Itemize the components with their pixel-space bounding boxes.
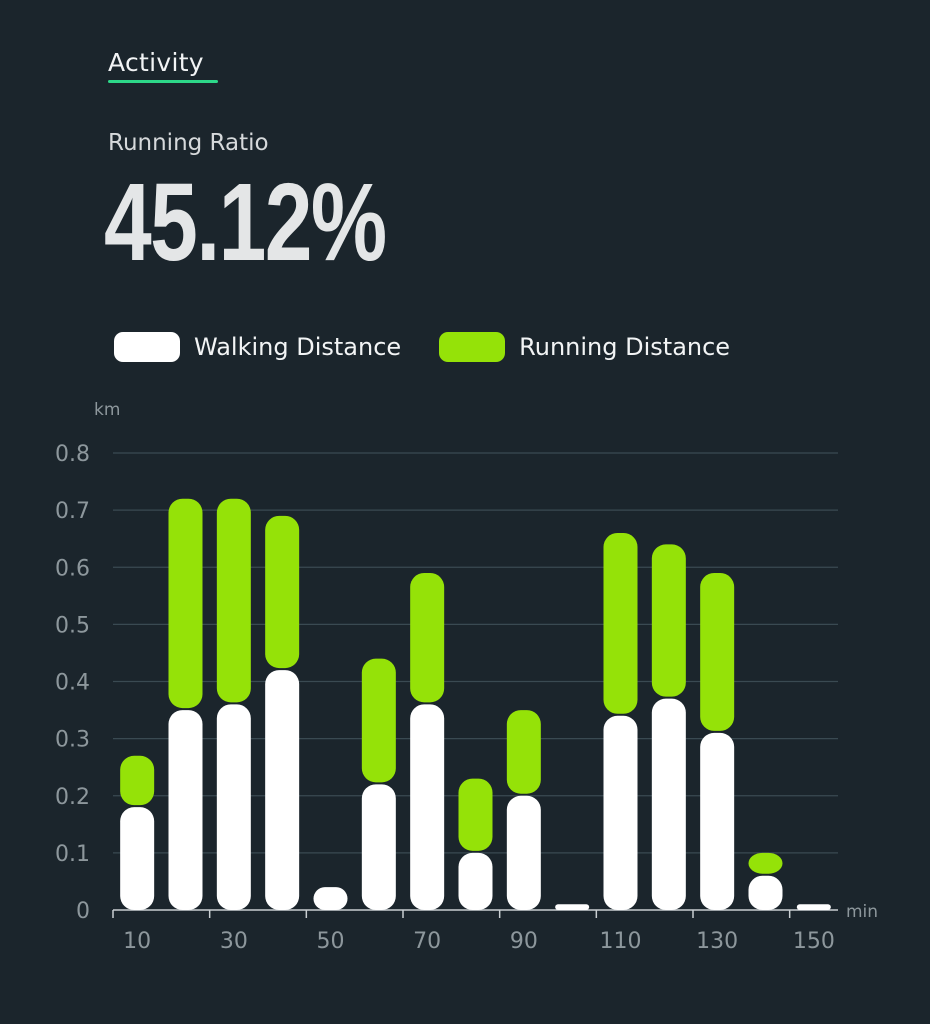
bar-walking[interactable] [410, 704, 445, 910]
y-axis-label: km [94, 400, 120, 420]
bar-running[interactable] [651, 544, 686, 697]
legend-label-running: Running Distance [519, 333, 731, 361]
y-tick-label: 0 [76, 899, 90, 924]
metric-label: Running Ratio [108, 130, 269, 156]
x-tick-label: 130 [696, 929, 738, 954]
y-tick-label: 0.8 [55, 442, 90, 467]
bar-walking[interactable] [796, 904, 831, 910]
x-tick-label: 70 [413, 929, 441, 954]
y-tick-label: 0.5 [55, 613, 90, 638]
bar-running[interactable] [265, 515, 300, 669]
distance-bar-chart: km 0 0.1 0.2 0.3 0.4 0.5 0.6 0.7 0.8 10 30 50 70 90 110… [55, 400, 878, 954]
bar-running[interactable] [120, 755, 155, 806]
y-tick-label: 0.1 [55, 842, 90, 867]
tab-activity[interactable]: Activity [108, 48, 204, 77]
bar-walking[interactable] [748, 875, 783, 910]
bar-running[interactable] [700, 572, 735, 731]
x-axis-label: min [846, 902, 878, 922]
chart-legend: Walking Distance Running Distance [114, 332, 768, 362]
x-tick-label: 90 [510, 929, 538, 954]
bar-walking[interactable] [555, 904, 590, 910]
bar-walking[interactable] [651, 698, 686, 910]
bar-walking[interactable] [120, 807, 155, 910]
bar-walking[interactable] [603, 715, 638, 910]
y-tick-label: 0.4 [55, 671, 90, 696]
y-tick-label: 0.7 [55, 499, 90, 524]
bar-walking[interactable] [700, 732, 735, 910]
x-tick-label: 150 [793, 929, 835, 954]
legend-label-walking: Walking Distance [194, 333, 402, 361]
legend-swatch-running [439, 332, 506, 362]
y-tick-label: 0.6 [55, 556, 90, 581]
bar-walking[interactable] [313, 887, 348, 910]
bar-walking[interactable] [265, 670, 300, 910]
bar-running[interactable] [361, 658, 396, 783]
y-tick-label: 0.2 [55, 785, 90, 810]
x-tick-label: 50 [317, 929, 345, 954]
bar-running[interactable] [748, 852, 783, 874]
bar-running[interactable] [506, 710, 541, 794]
bar-running[interactable] [410, 572, 445, 703]
x-tick-label: 10 [123, 929, 151, 954]
bar-walking[interactable] [506, 795, 541, 910]
bar-walking[interactable] [458, 852, 493, 910]
bar-running[interactable] [603, 532, 638, 714]
metric-value: 45.12% [104, 161, 387, 284]
bar-walking[interactable] [361, 784, 396, 910]
bar-walking[interactable] [168, 710, 203, 910]
bar-running[interactable] [458, 778, 493, 851]
tab-underline [108, 80, 218, 83]
bar-running[interactable] [216, 498, 251, 703]
legend-item-running[interactable]: Running Distance [439, 332, 730, 362]
x-tick-label: 30 [220, 929, 248, 954]
bar-walking[interactable] [216, 704, 251, 910]
x-tick-label: 110 [600, 929, 642, 954]
bar-running[interactable] [168, 498, 203, 709]
y-tick-label: 0.3 [55, 728, 90, 753]
legend-swatch-walking [114, 332, 180, 362]
legend-item-walking[interactable]: Walking Distance [114, 332, 401, 362]
